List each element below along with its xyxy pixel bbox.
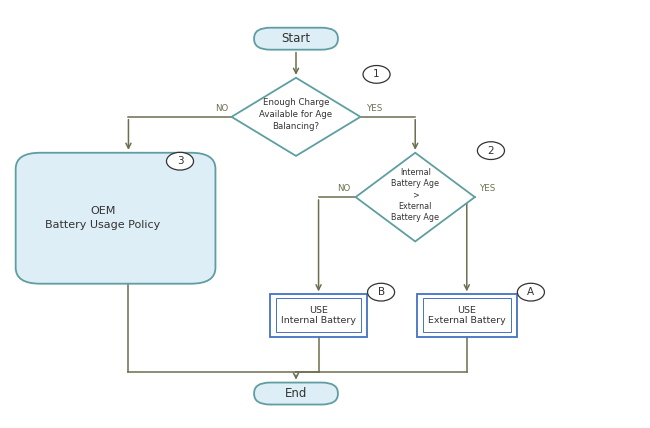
Text: Internal
Battery Age
>
External
Battery Age: Internal Battery Age > External Battery … — [391, 168, 439, 222]
Polygon shape — [356, 153, 475, 241]
Circle shape — [363, 65, 390, 83]
Text: 2: 2 — [488, 146, 494, 156]
Text: NO: NO — [337, 184, 350, 193]
FancyBboxPatch shape — [254, 383, 338, 404]
FancyBboxPatch shape — [254, 28, 338, 50]
FancyBboxPatch shape — [16, 153, 215, 284]
Bar — [276, 298, 361, 332]
Bar — [423, 298, 511, 332]
Text: USE
Internal Battery: USE Internal Battery — [281, 306, 356, 325]
Text: YES: YES — [367, 104, 383, 113]
Text: End: End — [285, 387, 307, 400]
Circle shape — [367, 283, 395, 301]
Circle shape — [517, 283, 545, 301]
Text: USE
External Battery: USE External Battery — [428, 306, 506, 325]
Text: YES: YES — [480, 184, 496, 193]
Bar — [417, 294, 517, 336]
Circle shape — [166, 152, 194, 170]
Text: Enough Charge
Available for Age
Balancing?: Enough Charge Available for Age Balancin… — [259, 98, 333, 131]
Text: Start: Start — [281, 32, 311, 45]
Bar — [270, 294, 367, 336]
Text: OEM
Battery Usage Policy: OEM Battery Usage Policy — [45, 206, 161, 230]
Text: A: A — [527, 287, 534, 297]
Text: 3: 3 — [177, 156, 183, 166]
Text: B: B — [378, 287, 385, 297]
Text: NO: NO — [215, 104, 228, 113]
Polygon shape — [231, 78, 361, 156]
Text: 1: 1 — [373, 69, 380, 79]
Circle shape — [477, 142, 504, 160]
